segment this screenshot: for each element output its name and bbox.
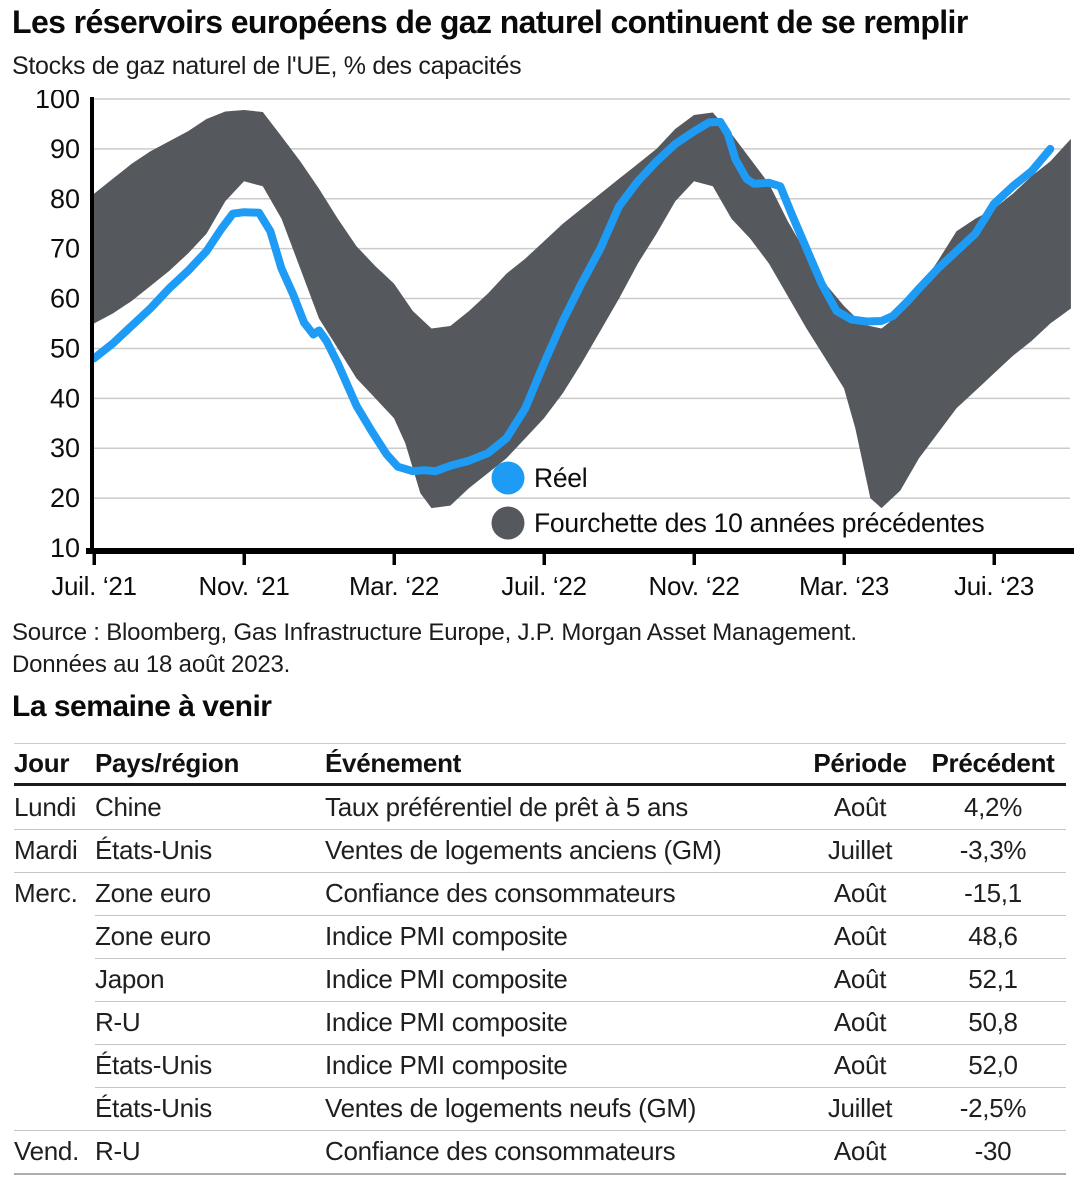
gas-storage-chart: 100 90 80 70 60 50 40 30 20 10 Juil. ‘21 Nov. ‘21 Ma… xyxy=(35,90,1074,601)
legend-swatch-range xyxy=(491,506,525,540)
column-header-periode: Période xyxy=(813,748,907,778)
cell-periode: Août xyxy=(833,1050,887,1080)
cell-pays: États-Unis xyxy=(95,835,212,865)
y-axis-label: 80 xyxy=(50,184,80,214)
cell-pays: Zone euro xyxy=(95,878,211,908)
x-axis-label: Nov. ‘21 xyxy=(198,571,289,601)
section-title-week-ahead: La semaine à venir xyxy=(12,690,272,723)
actual-line xyxy=(90,117,1055,476)
x-axis-tick xyxy=(992,554,996,565)
cell-pays: Zone euro xyxy=(95,921,211,951)
cell-precedent: -30 xyxy=(974,1136,1012,1166)
cell-periode: Août xyxy=(833,878,887,908)
column-header-evenement: Événement xyxy=(325,748,462,778)
legend-label: Réel xyxy=(534,463,587,493)
cell-periode: Août xyxy=(833,921,887,951)
column-header-pays: Pays/région xyxy=(95,748,240,778)
cell-evenement: Indice PMI composite xyxy=(325,964,568,994)
cell-pays: R-U xyxy=(95,1007,141,1037)
table-body: Lundi Chine Taux préférentiel de prêt à 5 … xyxy=(14,786,1066,1175)
y-axis-label: 40 xyxy=(50,383,80,413)
x-axis-label: Nov. ‘22 xyxy=(648,571,739,601)
cell-evenement: Indice PMI composite xyxy=(325,921,568,951)
x-axis xyxy=(86,548,1074,554)
cell-evenement: Indice PMI composite xyxy=(325,1007,568,1037)
table-row: Vend. R-U Confiance des consommateurs Août -… xyxy=(14,1130,1066,1173)
x-axis-tick xyxy=(842,554,846,565)
x-axis-label: Juil. ‘21 xyxy=(51,571,136,601)
x-axis-tick xyxy=(542,554,546,565)
cell-jour: Mardi xyxy=(14,835,78,865)
chart-subtitle: Stocks de gaz naturel de l'UE, % des cap… xyxy=(12,52,522,80)
cell-precedent: -15,1 xyxy=(964,878,1022,908)
x-axis-label: Juil. ‘22 xyxy=(501,571,586,601)
cell-pays: États-Unis xyxy=(95,1050,212,1080)
source-line-2: Données au 18 août 2023. xyxy=(12,651,291,678)
source-line-1: Source : Bloomberg, Gas Infrastructure E… xyxy=(12,619,857,646)
table-row: Zone euro Indice PMI composite Août 48,6 xyxy=(14,915,1066,958)
y-axis-label: 90 xyxy=(50,134,80,164)
y-axis-label: 30 xyxy=(50,433,80,463)
table-header-row: Jour Pays/région Événement Période Précé… xyxy=(14,743,1066,786)
x-axis-tick xyxy=(92,554,96,565)
y-axis-label: 100 xyxy=(35,90,80,114)
cell-precedent: 4,2% xyxy=(963,792,1023,822)
cell-evenement: Confiance des consommateurs xyxy=(325,1136,676,1166)
cell-pays: États-Unis xyxy=(95,1093,212,1123)
legend-swatch-reel xyxy=(491,461,525,495)
cell-pays: R-U xyxy=(95,1136,141,1166)
chart-title: Les réservoirs européens de gaz naturel … xyxy=(12,4,968,40)
y-axis-label: 10 xyxy=(50,533,80,563)
column-header-jour: Jour xyxy=(14,748,70,778)
cell-evenement: Ventes de logements neufs (GM) xyxy=(325,1093,697,1123)
cell-pays: Japon xyxy=(95,964,165,994)
cell-pays: Chine xyxy=(95,792,162,822)
cell-periode: Août xyxy=(833,1007,887,1037)
x-axis-tick xyxy=(392,554,396,565)
cell-precedent: 52,0 xyxy=(968,1050,1018,1080)
x-axis-tick xyxy=(242,554,246,565)
cell-precedent: -2,5% xyxy=(959,1093,1027,1123)
table-row: États-Unis Indice PMI composite Août 52,0 xyxy=(14,1044,1066,1087)
cell-periode: Juillet xyxy=(827,835,893,865)
table-row: Mardi États-Unis Ventes de logements ancie… xyxy=(14,829,1066,872)
y-axis xyxy=(90,97,94,553)
source-note: Source : Bloomberg, Gas Infrastructure E… xyxy=(12,617,857,681)
x-axis-label: Mar. ‘22 xyxy=(349,571,439,601)
cell-precedent: 52,1 xyxy=(968,964,1018,994)
cell-precedent: 48,6 xyxy=(968,921,1018,951)
week-ahead-table: Jour Pays/région Événement Période Précé… xyxy=(14,743,1066,1175)
cell-jour: Vend. xyxy=(14,1136,80,1166)
cell-precedent: 50,8 xyxy=(968,1007,1018,1037)
table-row: Merc. Zone euro Confiance des consommateur… xyxy=(14,872,1066,915)
y-axis-label: 20 xyxy=(50,483,80,513)
column-header-precedent: Précédent xyxy=(931,748,1055,778)
cell-periode: Août xyxy=(833,964,887,994)
table-row: Japon Indice PMI composite Août 52,1 xyxy=(14,958,1066,1001)
x-axis-tick xyxy=(692,554,696,565)
cell-precedent: -3,3% xyxy=(959,835,1027,865)
cell-evenement: Ventes de logements anciens (GM) xyxy=(325,835,722,865)
table-row: Lundi Chine Taux préférentiel de prêt à 5 … xyxy=(14,786,1066,829)
y-axis-label: 70 xyxy=(50,234,80,264)
y-axis-label: 50 xyxy=(50,333,80,363)
range-band xyxy=(94,110,1071,509)
cell-jour: Merc. xyxy=(14,878,78,908)
cell-periode: Juillet xyxy=(827,1093,893,1123)
legend-label: Fourchette des 10 années précédentes xyxy=(534,508,984,538)
cell-evenement: Taux préférentiel de prêt à 5 ans xyxy=(325,792,688,822)
x-axis-label: Mar. ‘23 xyxy=(799,571,889,601)
cell-jour: Lundi xyxy=(14,792,77,822)
y-axis-label: 60 xyxy=(50,284,80,314)
cell-periode: Août xyxy=(833,792,887,822)
table-row: États-Unis Ventes de logements neufs (GM)… xyxy=(14,1087,1066,1130)
table-row: R-U Indice PMI composite Août 50,8 xyxy=(14,1001,1066,1044)
cell-periode: Août xyxy=(833,1136,887,1166)
cell-evenement: Confiance des consommateurs xyxy=(325,878,676,908)
cell-evenement: Indice PMI composite xyxy=(325,1050,568,1080)
x-axis-label: Jui. ‘23 xyxy=(954,571,1034,601)
